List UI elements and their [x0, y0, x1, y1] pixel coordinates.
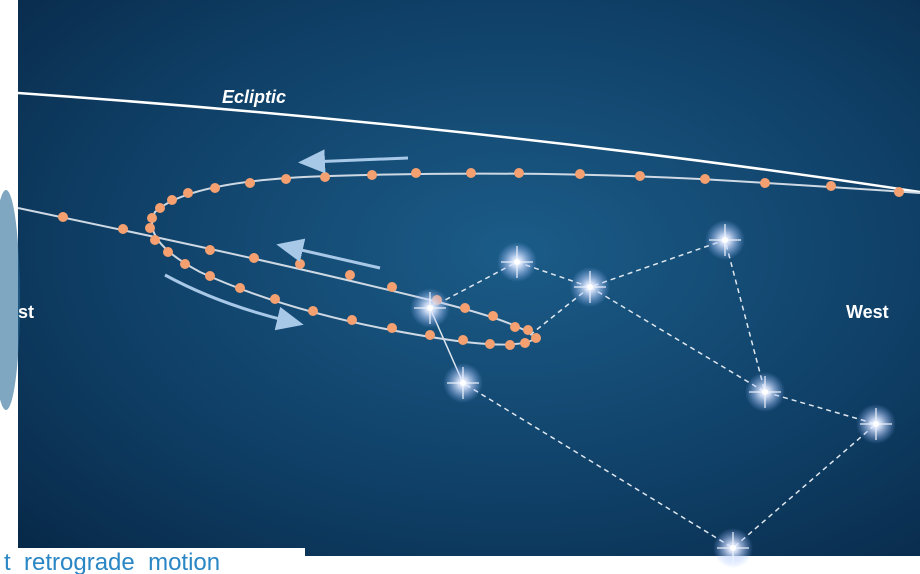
planet-dot [700, 174, 710, 184]
star-core [873, 421, 879, 427]
planet-dot [514, 168, 524, 178]
planet-dot [210, 183, 220, 193]
planet-dot [308, 306, 318, 316]
planet-dot [150, 235, 160, 245]
planet-dot [180, 259, 190, 269]
planet-dot [760, 178, 770, 188]
ecliptic-label: Ecliptic [222, 87, 286, 107]
planet-dot [58, 212, 68, 222]
planet-dot [270, 294, 280, 304]
west-label: West [846, 302, 889, 322]
constellation [429, 239, 878, 549]
motion-arrows [164, 149, 409, 331]
caption: t retrograde motion [0, 548, 305, 574]
star-core [722, 237, 728, 243]
planet-dot [147, 213, 157, 223]
planet-dot [320, 172, 330, 182]
planet-dot [826, 181, 836, 191]
planet-dot [523, 325, 533, 335]
planet-dot [235, 283, 245, 293]
planet-dot [485, 339, 495, 349]
planet-dot [460, 303, 470, 313]
planet-dot [635, 171, 645, 181]
planet-dot [505, 340, 515, 350]
sky [18, 0, 920, 556]
planet-dot [249, 253, 259, 263]
planet-dot [295, 259, 305, 269]
star-core [460, 380, 466, 386]
planet-dot [167, 195, 177, 205]
planet-dot [458, 335, 468, 345]
planet-dot [205, 245, 215, 255]
star-core [587, 284, 593, 290]
star-core [427, 305, 433, 311]
planet-dot [118, 224, 128, 234]
star-core [514, 259, 520, 265]
planet-dot [145, 223, 155, 233]
planet-dot [411, 168, 421, 178]
planet-dot [488, 311, 498, 321]
planet-dot [510, 322, 520, 332]
planet-dot [345, 270, 355, 280]
edge-glow [0, 190, 20, 410]
star-core [730, 545, 736, 551]
planet-dot [163, 247, 173, 257]
ecliptic-line [17, 91, 920, 194]
planet-dot [205, 271, 215, 281]
planet-dot [347, 315, 357, 325]
planet-dot [245, 178, 255, 188]
planet-positions [58, 168, 904, 350]
planet-dot [155, 203, 165, 213]
stars [410, 220, 896, 568]
planet-dot [425, 330, 435, 340]
planet-dot [466, 168, 476, 178]
planet-dot [387, 282, 397, 292]
planet-dot [387, 323, 397, 333]
star-core [762, 389, 768, 395]
planet-dot [183, 188, 193, 198]
planet-dot [894, 187, 904, 197]
planet-dot [520, 338, 530, 348]
planet-dot [575, 169, 585, 179]
planet-dot [531, 333, 541, 343]
planet-dot [367, 170, 377, 180]
east-label: st [18, 302, 34, 322]
planet-dot [281, 174, 291, 184]
